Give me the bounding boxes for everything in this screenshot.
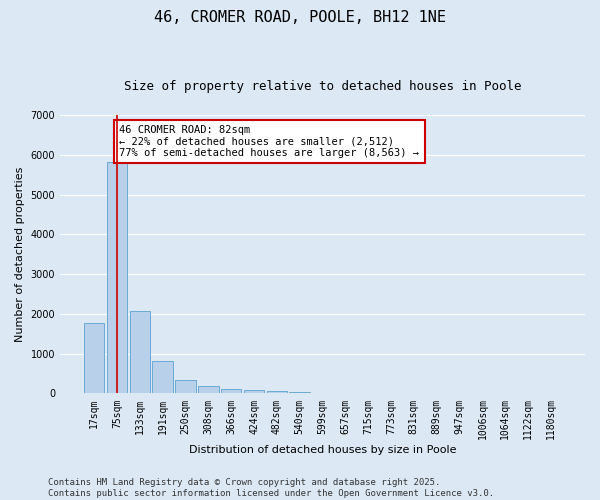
X-axis label: Distribution of detached houses by size in Poole: Distribution of detached houses by size … [189,445,456,455]
Bar [266,391,287,394]
Text: 46 CROMER ROAD: 82sqm
← 22% of detached houses are smaller (2,512)
77% of semi-d: 46 CROMER ROAD: 82sqm ← 22% of detached … [119,125,419,158]
Bar [198,386,218,394]
Text: 46, CROMER ROAD, POOLE, BH12 1NE: 46, CROMER ROAD, POOLE, BH12 1NE [154,10,446,25]
Bar [84,322,104,394]
Bar [130,310,150,394]
Y-axis label: Number of detached properties: Number of detached properties [15,166,25,342]
Bar [152,361,173,394]
Bar [107,162,127,394]
Bar [221,390,241,394]
Title: Size of property relative to detached houses in Poole: Size of property relative to detached ho… [124,80,521,93]
Text: Contains HM Land Registry data © Crown copyright and database right 2025.
Contai: Contains HM Land Registry data © Crown c… [48,478,494,498]
Bar [289,392,310,394]
Bar [175,380,196,394]
Bar [244,390,264,394]
